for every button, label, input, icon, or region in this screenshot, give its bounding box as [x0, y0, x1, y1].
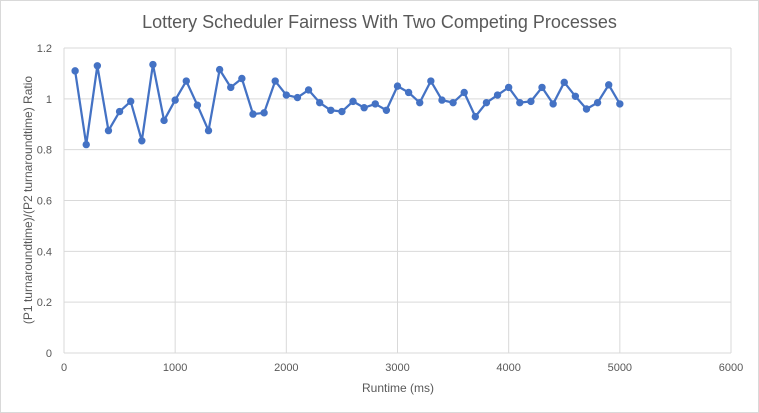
x-tick-label: 4000: [496, 362, 520, 374]
data-point: [538, 83, 546, 92]
data-point: [516, 98, 524, 107]
data-point: [315, 98, 324, 107]
y-tick-label: 0.8: [37, 145, 52, 157]
data-point: [93, 62, 102, 70]
x-tick-label: 3000: [385, 362, 409, 374]
data-point: [360, 104, 368, 112]
data-point: [582, 105, 591, 113]
x-tick-label: 1000: [163, 362, 187, 374]
data-point: [204, 126, 213, 135]
data-point: [560, 78, 568, 87]
series-1: [71, 60, 624, 149]
data-point: [616, 100, 624, 108]
data-point: [382, 106, 391, 114]
data-point: [493, 91, 502, 99]
data-point: [115, 107, 124, 116]
y-tick-label: 0.2: [37, 297, 52, 309]
data-point: [338, 107, 346, 116]
data-point: [249, 110, 257, 118]
y-tick-label: 1: [46, 94, 52, 106]
data-point: [393, 82, 402, 90]
data-point: [260, 109, 268, 117]
data-point: [238, 74, 246, 83]
data-point: [605, 81, 613, 89]
data-point: [149, 60, 157, 69]
data-point: [549, 100, 557, 108]
data-point: [571, 92, 580, 100]
y-axis-label: (P1 turnaroundtime)/(P2 turnaroundtime) …: [21, 76, 35, 324]
data-point: [593, 98, 602, 107]
data-point: [349, 97, 357, 106]
data-point: [438, 96, 446, 104]
data-point: [527, 97, 535, 106]
data-point: [193, 101, 202, 109]
data-point: [293, 93, 302, 102]
data-point: [71, 67, 79, 75]
x-axis-label: Runtime (ms): [362, 381, 434, 395]
gridlines: [63, 47, 732, 354]
x-tick-label: 5000: [608, 362, 632, 374]
y-tick-label: 1.2: [37, 43, 52, 55]
data-point: [416, 98, 424, 107]
y-tick-label: 0.6: [37, 196, 52, 208]
data-point: [215, 65, 224, 74]
x-tick-label: 6000: [719, 362, 743, 374]
series-line: [74, 63, 621, 146]
data-point: [271, 77, 279, 85]
data-point: [371, 100, 379, 108]
data-point: [227, 83, 235, 92]
y-tick-label: 0.4: [37, 246, 52, 258]
data-point: [404, 88, 413, 97]
x-tick-label: 0: [61, 362, 67, 374]
data-point: [327, 106, 335, 114]
data-point: [171, 96, 179, 104]
data-point: [449, 98, 457, 107]
data-point: [304, 86, 313, 94]
data-point: [82, 140, 90, 149]
data-point: [504, 83, 513, 92]
tick-labels: 0 0.2 0.4 0.6 0.8 1 1.2 0 1000 2000 3000 4000 5000 60…: [37, 43, 744, 374]
data-point: [127, 97, 135, 106]
data-point: [482, 98, 491, 107]
data-point: [104, 126, 113, 135]
data-point: [182, 77, 190, 85]
data-point: [427, 77, 435, 85]
chart-title: Lottery Scheduler Fairness With Two Comp…: [142, 12, 617, 32]
data-point: [282, 91, 291, 99]
data-point: [471, 112, 480, 121]
data-point: [138, 137, 146, 145]
data-point: [160, 116, 168, 125]
data-point: [460, 88, 468, 97]
y-tick-label: 0: [46, 348, 52, 360]
x-tick-label: 2000: [274, 362, 298, 374]
